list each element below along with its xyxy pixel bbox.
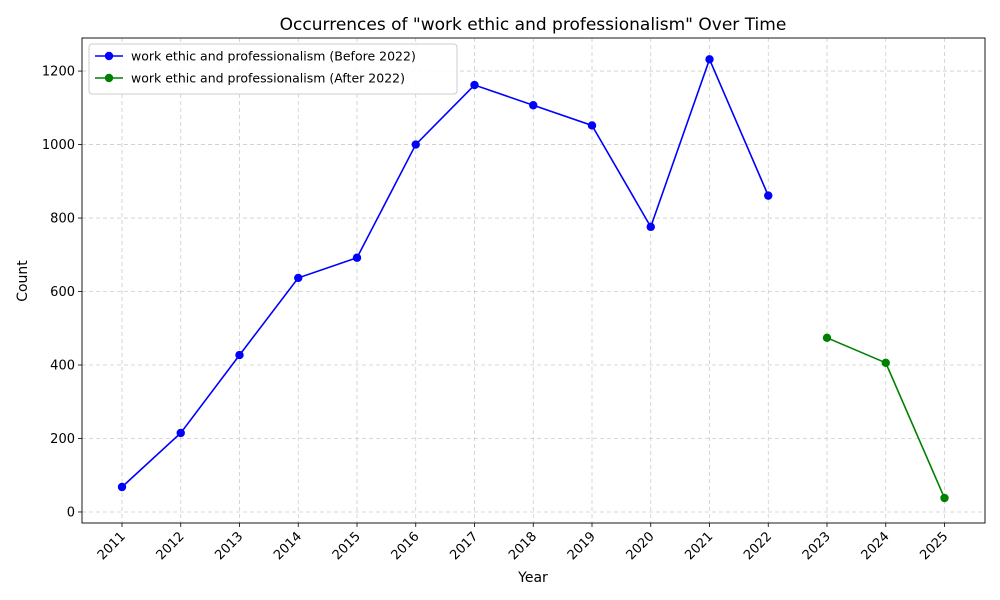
x-tick-label: 2022	[741, 529, 775, 563]
x-tick-label: 2015	[330, 529, 364, 563]
legend-entry: work ethic and professionalism (After 20…	[131, 71, 405, 86]
data-point	[764, 191, 773, 200]
data-point	[352, 253, 362, 262]
data-point	[529, 101, 538, 110]
series-line	[121, 57, 769, 488]
legend-marker	[104, 51, 114, 61]
x-tick-label: 2020	[624, 529, 658, 563]
data-point	[940, 493, 949, 503]
series-1	[117, 55, 773, 492]
x-tick-label: 2018	[506, 529, 540, 563]
x-tick-label: 2021	[682, 529, 716, 563]
series-group	[117, 55, 949, 503]
legend-marker	[104, 73, 114, 83]
x-tick-label: 2016	[389, 529, 423, 563]
y-tick-label: 1000	[42, 138, 75, 153]
y-tick-label: 800	[50, 212, 75, 227]
data-point	[294, 273, 303, 283]
data-point	[881, 358, 890, 368]
y-tick-label: 1200	[42, 65, 75, 80]
data-point	[470, 80, 479, 90]
data-point	[176, 428, 185, 438]
x-axis-label: Year	[517, 570, 548, 586]
legend: work ethic and professionalism (Before 2…	[88, 43, 458, 95]
plot-frame	[81, 37, 986, 524]
x-tick-label: 2023	[800, 529, 834, 563]
legend-box	[88, 43, 458, 95]
y-axis-label: Count	[15, 260, 31, 302]
x-tick-label: 2025	[917, 529, 951, 563]
x-tick-label: 2019	[565, 529, 599, 563]
x-tick-label: 2014	[271, 529, 305, 563]
y-tick-label: 0	[67, 505, 75, 520]
x-tick-label: 2011	[95, 529, 129, 563]
y-tick-label: 600	[50, 285, 75, 300]
data-point	[235, 350, 244, 360]
y-tick-label: 400	[50, 359, 75, 374]
y-tick-label: 200	[50, 432, 75, 447]
data-point	[705, 55, 714, 64]
data-point	[646, 222, 655, 232]
axes: 2011 2012 2013 2014 2015 2016 2017 2018 2019 2020…	[42, 37, 986, 563]
series-2	[822, 333, 949, 503]
chart-title: Occurrences of "work ethic and professio…	[280, 15, 787, 35]
data-point	[411, 140, 420, 149]
data-point	[587, 121, 597, 130]
grid	[82, 38, 985, 523]
data-point	[822, 333, 832, 343]
x-tick-label: 2017	[447, 529, 481, 563]
x-tick-label: 2013	[212, 529, 246, 563]
x-tick-label: 2012	[154, 529, 188, 563]
data-point	[117, 482, 127, 492]
legend-entry: work ethic and professionalism (Before 2…	[131, 49, 416, 64]
x-tick-label: 2024	[859, 529, 893, 563]
